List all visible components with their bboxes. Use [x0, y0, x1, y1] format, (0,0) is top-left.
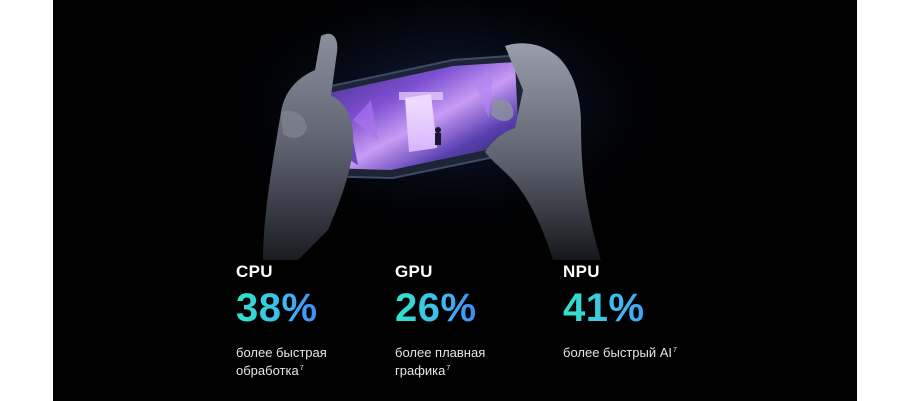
stat-cpu: CPU 38% более быстрая обработка7	[236, 262, 327, 380]
stat-description: более быстрая обработка7	[236, 344, 327, 380]
stat-npu: NPU 41% более быстрый AI7	[563, 262, 677, 362]
stat-description-line1: более плавная	[395, 345, 486, 360]
footnote-marker: 7	[673, 346, 677, 354]
footnote-marker: 7	[299, 364, 304, 372]
stat-description-line2: обработка7	[236, 363, 304, 378]
stat-label: CPU	[236, 262, 273, 281]
stat-description: более плавная графика7	[395, 344, 485, 380]
promo-banner: CPU 38% более быстрая обработка7 GPU 26%…	[53, 0, 857, 401]
hero-image-hands-holding-phone	[198, 0, 698, 260]
stat-label: GPU	[395, 262, 433, 281]
stat-value: 41%	[563, 286, 677, 330]
stat-value: 26%	[395, 286, 485, 330]
stat-description-line2: графика7	[395, 363, 451, 378]
stat-value: 38%	[236, 286, 327, 330]
stat-label: NPU	[563, 262, 600, 281]
stat-description-line1: более быстрая	[236, 345, 327, 360]
stat-description: более быстрый AI7	[563, 344, 677, 362]
stat-description-line1: более быстрый AI7	[563, 345, 677, 360]
stat-gpu: GPU 26% более плавная графика7	[395, 262, 485, 380]
footnote-marker: 7	[446, 364, 451, 372]
